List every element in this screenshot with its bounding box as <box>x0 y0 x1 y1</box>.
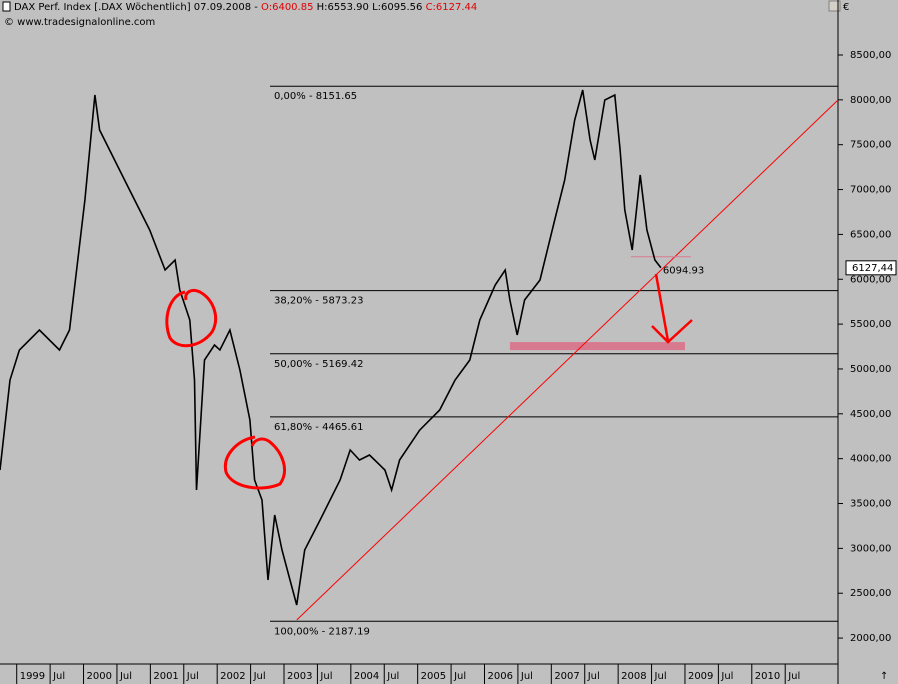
y-tick-label: 5500,00 <box>850 319 891 330</box>
header-title: DAX Perf. Index [.DAX Wöchentlich] 07.09… <box>14 2 261 13</box>
arrow <box>651 273 693 344</box>
y-tick-label: 8000,00 <box>850 95 891 106</box>
header-high: H:6553.90 <box>317 2 369 13</box>
x-tick-label: 2008 <box>621 671 646 682</box>
header-low: L:6095.56 <box>372 2 422 13</box>
circle-marker <box>165 288 217 348</box>
x-tick-label: Jul <box>453 671 466 682</box>
drawings <box>165 273 693 490</box>
y-tick-label: 3000,00 <box>850 543 891 554</box>
x-tick-label: Jul <box>386 671 399 682</box>
x-tick-label: Jul <box>253 671 266 682</box>
x-tick-label: Jul <box>319 671 332 682</box>
x-tick-label: Jul <box>186 671 199 682</box>
fib-label: 50,00% - 5169.42 <box>274 359 363 370</box>
circle-marker <box>223 435 286 490</box>
y-tick-label: 4000,00 <box>850 454 891 465</box>
fib-label: 38,20% - 5873.23 <box>274 296 363 307</box>
y-tick-label: 2000,00 <box>850 633 891 644</box>
chart-icon <box>2 1 11 12</box>
x-tick-label: 2003 <box>287 671 312 682</box>
x-tick-label: 2004 <box>354 671 379 682</box>
window-button[interactable] <box>828 0 841 12</box>
x-tick-label: Jul <box>654 671 667 682</box>
header: DAX Perf. Index [.DAX Wöchentlich] 07.09… <box>14 2 477 13</box>
y-tick-label: 7000,00 <box>850 185 891 196</box>
y-tick-label: 3500,00 <box>850 499 891 510</box>
price-line <box>0 89 662 606</box>
annotation-label: 6094.93 <box>663 266 704 277</box>
x-tick-label: 2010 <box>755 671 780 682</box>
x-tick-label: 2001 <box>153 671 178 682</box>
y-tick-label: 6500,00 <box>850 229 891 240</box>
x-tick-label: Jul <box>119 671 132 682</box>
y-tick-label: 6000,00 <box>850 274 891 285</box>
fib-label: 61,80% - 4465.61 <box>274 422 363 433</box>
x-tick-label: 2000 <box>87 671 112 682</box>
currency: € <box>843 2 849 13</box>
scroll-arrow[interactable]: ↑ <box>880 671 888 682</box>
last-price-box <box>845 260 897 276</box>
x-tick-label: 2009 <box>688 671 713 682</box>
header-close: C:6127.44 <box>426 2 478 13</box>
x-tick-label: 2007 <box>554 671 579 682</box>
x-tick-label: 2006 <box>487 671 512 682</box>
fib-label: 0,00% - 8151.65 <box>274 91 357 102</box>
x-tick-label: 1999 <box>20 671 45 682</box>
trend-line <box>296 99 839 621</box>
fib-label: 100,00% - 2187.19 <box>274 626 370 637</box>
y-tick-label: 4500,00 <box>850 409 891 420</box>
support-zone <box>509 342 685 351</box>
x-tick-label: 2002 <box>220 671 245 682</box>
x-tick-label: Jul <box>52 671 65 682</box>
header-open: O:6400.85 <box>261 2 313 13</box>
y-tick-label: 8500,00 <box>850 50 891 61</box>
y-tick-label: 5000,00 <box>850 364 891 375</box>
x-tick-label: Jul <box>520 671 533 682</box>
last-price-label: 6127,44 <box>852 263 893 274</box>
y-tick-label: 2500,00 <box>850 588 891 599</box>
x-tick-label: Jul <box>787 671 800 682</box>
x-tick-label: 2005 <box>421 671 446 682</box>
y-tick-label: 7500,00 <box>850 140 891 151</box>
copyright: © www.tradesignalonline.com <box>4 17 155 28</box>
x-tick-label: Jul <box>587 671 600 682</box>
x-tick-label: Jul <box>720 671 733 682</box>
